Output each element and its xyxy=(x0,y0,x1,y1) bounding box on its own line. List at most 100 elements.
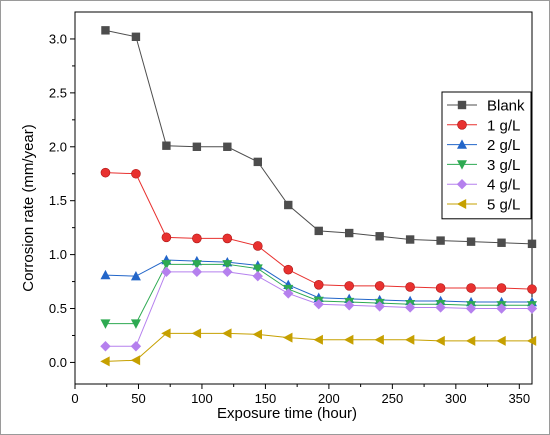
data-point xyxy=(526,335,537,346)
data-point xyxy=(435,335,445,346)
series-1-g-l xyxy=(100,167,537,294)
axes-box xyxy=(74,11,533,385)
data-point xyxy=(436,236,445,245)
data-point xyxy=(161,260,172,270)
data-point xyxy=(131,168,141,179)
data-point xyxy=(192,142,202,151)
data-point xyxy=(252,241,263,251)
data-point xyxy=(131,32,141,41)
data-point xyxy=(252,264,263,274)
legend-marker xyxy=(457,120,467,130)
data-point xyxy=(313,334,323,345)
data-point xyxy=(161,328,171,339)
x-tick-label: 50 xyxy=(131,391,145,406)
data-point xyxy=(465,335,476,346)
data-point xyxy=(100,269,111,280)
data-point xyxy=(222,266,233,278)
data-point xyxy=(496,283,507,293)
data-point xyxy=(465,303,477,314)
data-point xyxy=(284,200,293,210)
data-point xyxy=(130,355,141,366)
legend-label: 1 g/L xyxy=(487,117,520,134)
data-point xyxy=(404,334,415,345)
data-point xyxy=(374,301,385,312)
legend-marker xyxy=(457,139,467,149)
data-point xyxy=(344,281,355,291)
legend-marker xyxy=(456,179,468,190)
data-point xyxy=(527,284,537,294)
data-point xyxy=(130,270,141,281)
data-point xyxy=(405,235,415,244)
y-tick-label: 2.5 xyxy=(49,85,67,100)
data-point xyxy=(283,264,294,275)
data-point xyxy=(223,142,232,151)
x-tick-label: 0 xyxy=(71,391,78,406)
data-point xyxy=(191,266,203,278)
data-point xyxy=(344,334,354,345)
legend-marker xyxy=(457,100,467,110)
data-point xyxy=(100,167,111,178)
legend-label: 3 g/L xyxy=(487,157,520,174)
data-point xyxy=(191,260,202,270)
y-axis-title: Corrosion rate (mm/year) xyxy=(20,124,37,292)
x-tick-label: 350 xyxy=(508,391,530,406)
data-point xyxy=(314,226,323,236)
legend-box xyxy=(441,91,532,220)
data-point xyxy=(192,233,202,244)
data-point xyxy=(222,233,233,244)
series-5-g-l xyxy=(100,328,537,367)
data-point xyxy=(435,302,446,313)
data-point xyxy=(253,157,262,167)
data-point xyxy=(283,288,294,299)
data-point xyxy=(496,335,506,346)
legend-marker xyxy=(457,160,467,170)
data-point xyxy=(252,270,263,282)
data-point xyxy=(497,238,506,247)
legend-label: 5 g/L xyxy=(487,197,520,214)
data-point xyxy=(496,303,507,314)
y-tick-label: 0.0 xyxy=(49,355,67,370)
data-point xyxy=(222,328,232,339)
data-point xyxy=(435,283,446,293)
data-point xyxy=(526,303,538,314)
data-point xyxy=(313,299,324,310)
x-tick-label: 250 xyxy=(382,391,404,406)
data-point xyxy=(101,26,110,35)
data-point xyxy=(404,302,416,313)
data-point xyxy=(283,332,293,343)
data-point xyxy=(161,232,172,243)
data-point xyxy=(344,300,355,311)
data-point xyxy=(405,282,415,292)
y-tick-label: 1.5 xyxy=(49,193,67,208)
data-point xyxy=(130,341,142,352)
data-point xyxy=(375,232,384,241)
data-point xyxy=(130,319,141,329)
data-point xyxy=(374,281,385,291)
data-point xyxy=(161,266,172,278)
plot-area: 0 50 100 150 200 250 300 350 0.0 0.5 1.0 1.5 2.0 2.5 3… xyxy=(49,11,538,406)
data-point xyxy=(162,141,171,150)
y-tick-label: 0.5 xyxy=(49,301,67,316)
legend-label: 2 g/L xyxy=(487,137,520,154)
x-tick-label: 300 xyxy=(445,391,467,406)
data-point xyxy=(466,283,476,293)
data-point xyxy=(252,329,262,340)
data-point xyxy=(345,228,354,238)
legend-label: Blank xyxy=(487,98,525,115)
legend-marker xyxy=(456,199,467,209)
x-axis-title: Exposure time (hour) xyxy=(217,405,357,422)
x-tick-label: 100 xyxy=(191,391,213,406)
y-tick-label: 2.0 xyxy=(49,139,67,154)
x-tick-label: 150 xyxy=(255,391,277,406)
legend-label: 4 g/L xyxy=(487,177,520,194)
data-point xyxy=(313,279,324,290)
data-point xyxy=(100,319,111,329)
data-point xyxy=(466,237,476,246)
data-point xyxy=(374,334,384,345)
legend: Blank 1 g/L 2 g/L 3 g/L 4 g/L 5 g/L xyxy=(441,91,532,220)
y-tick-label: 3.0 xyxy=(49,31,67,46)
x-tick-label: 200 xyxy=(318,391,340,406)
series-4-g-l xyxy=(100,266,538,352)
y-tick-label: 1.0 xyxy=(49,247,67,262)
